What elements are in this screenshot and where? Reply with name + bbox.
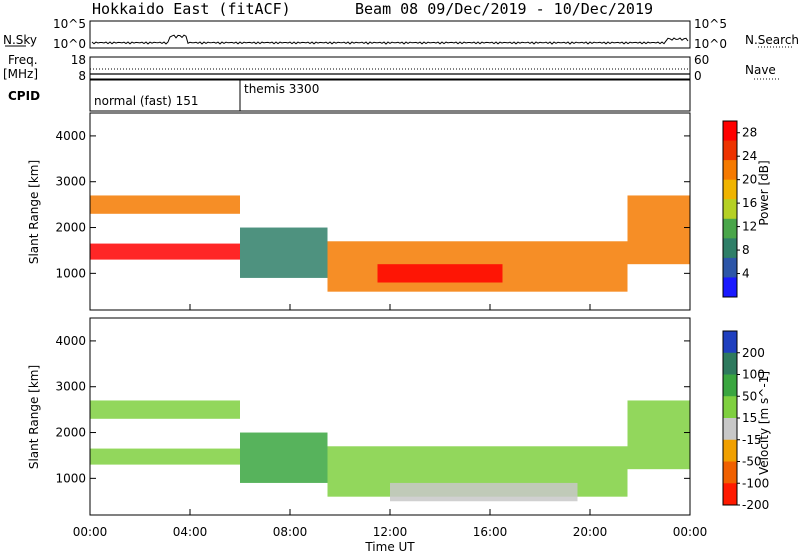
- freq-label-2: [MHz]: [3, 67, 38, 81]
- echo-region-5: [627, 400, 690, 470]
- colorbar-tick-label-4: 20: [742, 173, 757, 187]
- colorbar-segment-4: [723, 199, 737, 220]
- colorbar-segment-0: [723, 121, 737, 142]
- nave-tick-top: 60: [694, 53, 709, 67]
- noise-panel-frame: [89, 20, 691, 49]
- colorbar-segment-1: [723, 352, 737, 375]
- echo-region-4: [377, 264, 503, 283]
- noise-sky-line: [91, 34, 689, 45]
- x-tick-label-2: 08:00: [273, 525, 308, 539]
- colorbar-segment-6: [723, 461, 737, 484]
- cpid-panel: CPID normal (fast) 151 themis 3300: [8, 79, 691, 112]
- power-colorbar-label: Power [dB]: [757, 160, 771, 225]
- colorbar-tick-label-1: 100: [742, 368, 765, 382]
- colorbar-tick-label-0: 4: [742, 267, 750, 281]
- colorbar-tick-label-0: 200: [742, 346, 765, 360]
- velocity-colorbar-label: Velocity [m s^-1]: [757, 371, 771, 475]
- colorbar-segment-3: [723, 179, 737, 200]
- colorbar-segment-0: [723, 331, 737, 354]
- cpid-program-1: normal (fast) 151: [94, 94, 198, 108]
- y-tick-label-0: 1000: [55, 471, 86, 485]
- colorbar-tick-label-1: 8: [742, 243, 750, 257]
- cpid-label: CPID: [8, 89, 40, 103]
- echo-region-1: [90, 400, 240, 419]
- freq-panel-frame: [89, 56, 691, 80]
- echo-region-2: [240, 227, 328, 278]
- y-tick-label-2: 3000: [55, 380, 86, 394]
- y-tick-label-3: 4000: [55, 334, 86, 348]
- colorbar-tick-label-5: -50: [742, 455, 762, 469]
- colorbar-segment-6: [723, 238, 737, 259]
- noise-left-label: N.Sky: [3, 33, 37, 47]
- x-tick-label-6: 00:00: [673, 525, 708, 539]
- x-tick-label-4: 16:00: [473, 525, 508, 539]
- noise-left-tick-bottom: 10^0: [53, 37, 86, 51]
- nave-tick-bottom: 0: [694, 69, 702, 83]
- cpid-panel-frame: [89, 79, 691, 112]
- velocity-echo-regions: [90, 400, 690, 502]
- noise-panel: N.Sky 10^5 10^0 10^5 10^0 N.Search: [3, 17, 799, 51]
- colorbar-tick-label-3: 16: [742, 196, 757, 210]
- colorbar-tick-label-2: 50: [742, 389, 757, 403]
- freq-tick-bottom: 8: [78, 69, 86, 83]
- colorbar-segment-4: [723, 418, 737, 441]
- y-tick-label-2: 3000: [55, 175, 86, 189]
- colorbar-segment-1: [723, 140, 737, 161]
- velocity-colorbar: 200 100 50 15 -15 -50 -100 -200: [722, 330, 769, 512]
- colorbar-tick-label-5: 24: [742, 149, 757, 163]
- colorbar-segment-2: [723, 160, 737, 181]
- echo-region-5: [627, 195, 690, 265]
- colorbar-segment-2: [723, 374, 737, 397]
- echo-region-0: [90, 243, 240, 260]
- colorbar-tick-label-6: -100: [742, 476, 769, 490]
- noise-right-tick-bottom: 10^0: [694, 37, 727, 51]
- echo-region-4: [390, 482, 578, 502]
- colorbar-segment-5: [723, 439, 737, 462]
- colorbar-segment-7: [723, 483, 737, 506]
- x-tick-label-3: 12:00: [373, 525, 408, 539]
- colorbar-segment-7: [723, 257, 737, 278]
- freq-label-1: Freq.: [8, 53, 38, 67]
- echo-region-0: [90, 448, 240, 465]
- nave-label: Nave: [745, 63, 776, 77]
- colorbar-frame: [722, 120, 738, 298]
- colorbar-segment-5: [723, 218, 737, 239]
- power-ylabel: Slant Range [km]: [27, 160, 41, 264]
- freq-tick-top: 18: [71, 53, 86, 67]
- freq-panel: Freq. [MHz] 18 8 60 0 Nave: [3, 53, 780, 83]
- y-tick-label-0: 1000: [55, 266, 86, 280]
- y-tick-label-1: 2000: [55, 426, 86, 440]
- noise-right-tick-top: 10^5: [694, 17, 727, 31]
- velocity-ylabel: Slant Range [km]: [27, 365, 41, 469]
- power-echo-regions: [90, 195, 690, 292]
- beam-date: Beam 08 09/Dec/2019 - 10/Dec/2019: [355, 0, 653, 18]
- plot-title: Hokkaido East (fitACF): [92, 0, 291, 18]
- x-tick-label-0: 00:00: [73, 525, 108, 539]
- colorbar-tick-label-4: -15: [742, 433, 762, 447]
- x-tick-label-1: 04:00: [173, 525, 208, 539]
- time-xlabel: Time UT: [364, 540, 415, 554]
- colorbar-segment-8: [723, 277, 737, 298]
- velocity-panel: 1000 2000 3000 4000 Slant Range [km] 200 100…: [27, 304, 771, 554]
- power-y-axis: 1000 2000 3000 4000: [55, 129, 690, 280]
- echo-region-1: [90, 195, 240, 214]
- cpid-program-2: themis 3300: [244, 82, 319, 96]
- echo-region-2: [240, 432, 328, 483]
- y-tick-label-1: 2000: [55, 221, 86, 235]
- power-panel: 1000 2000 3000 4000 Slant Range [km] 4 8 12 16…: [27, 112, 771, 311]
- colorbar-segment-3: [723, 396, 737, 419]
- colorbar-tick-label-2: 12: [742, 220, 757, 234]
- colorbar-tick-label-3: 15: [742, 411, 757, 425]
- velocity-y-axis: 1000 2000 3000 4000: [55, 334, 690, 485]
- colorbar-tick-label-6: 28: [742, 126, 757, 140]
- noise-right-label: N.Search: [745, 33, 799, 47]
- x-tick-label-5: 20:00: [573, 525, 608, 539]
- y-tick-label-3: 4000: [55, 129, 86, 143]
- time-x-axis: 00:00 04:00 08:00 12:00 16:00 20:00 00:00: [73, 304, 708, 539]
- power-colorbar: 4 8 12 16 20 24 28: [722, 120, 757, 298]
- colorbar-tick-label-7: -200: [742, 498, 769, 512]
- noise-left-tick-top: 10^5: [53, 17, 86, 31]
